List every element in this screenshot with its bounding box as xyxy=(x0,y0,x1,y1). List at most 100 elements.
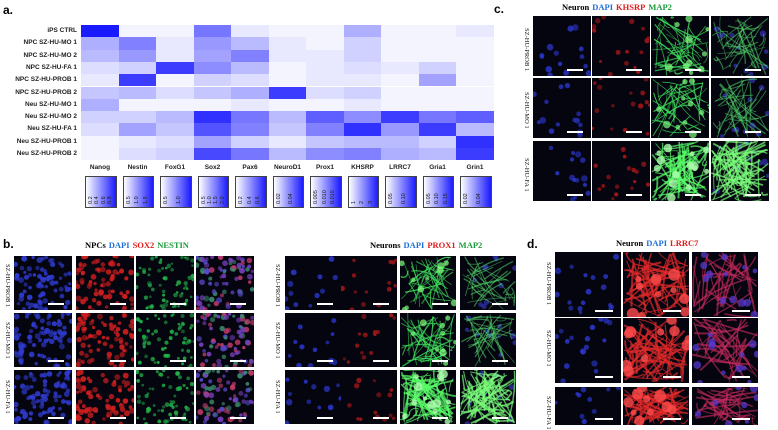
cell-spot xyxy=(569,336,574,341)
cell-spot xyxy=(568,306,573,311)
cell-spot xyxy=(613,254,619,260)
micrograph-texture xyxy=(623,252,689,317)
micrograph xyxy=(555,318,621,383)
cell-spot xyxy=(623,397,633,407)
cell-spot xyxy=(603,274,608,279)
cell-spot xyxy=(671,287,677,293)
micrograph-texture xyxy=(692,318,758,383)
cell-spot xyxy=(616,387,621,390)
cell-spot xyxy=(647,409,654,416)
cell-spot xyxy=(555,292,560,298)
cell-spot xyxy=(555,401,558,405)
scale-bar xyxy=(663,310,681,312)
cell-spot xyxy=(591,360,597,366)
cell-spot xyxy=(712,400,718,406)
row-label: SZ-HU-FA 1 xyxy=(545,396,552,430)
cell-spot xyxy=(555,268,561,274)
cell-spot xyxy=(708,342,716,350)
cell-spot xyxy=(607,320,613,326)
scale-bar xyxy=(732,310,750,312)
cell-spot xyxy=(741,402,747,408)
cell-spot xyxy=(742,265,747,270)
cell-spot xyxy=(565,339,570,344)
cell-spot xyxy=(654,390,666,402)
cell-spot xyxy=(587,397,592,402)
micrograph xyxy=(555,252,621,317)
cell-spot xyxy=(594,369,599,374)
scale-bar xyxy=(732,376,750,378)
cell-spot xyxy=(624,329,633,338)
cell-spot xyxy=(657,328,664,335)
cell-spot xyxy=(721,254,728,261)
cell-spot xyxy=(635,276,641,282)
cell-spot xyxy=(754,394,758,401)
neurite xyxy=(673,413,688,414)
cell-spot xyxy=(631,410,637,416)
cell-spot xyxy=(577,393,582,398)
cell-spot xyxy=(567,300,571,304)
title-part: Neuron xyxy=(616,238,643,248)
cell-spot xyxy=(700,262,707,269)
cell-spot xyxy=(679,294,689,304)
cell-spot xyxy=(579,311,583,315)
cell-spot xyxy=(577,306,582,311)
cell-spot xyxy=(555,334,559,339)
neurite xyxy=(681,419,688,424)
cell-spot xyxy=(583,273,587,277)
cell-spot xyxy=(708,332,713,337)
cell-spot xyxy=(650,274,661,285)
cell-spot xyxy=(721,370,726,375)
cell-spot xyxy=(623,366,634,377)
cell-spot xyxy=(643,395,650,402)
cell-spot xyxy=(636,283,643,290)
neurite xyxy=(686,404,688,406)
scale-bar xyxy=(595,310,613,312)
cell-spot xyxy=(695,411,701,417)
cell-spot xyxy=(602,338,606,342)
micrograph xyxy=(692,387,758,425)
cell-spot xyxy=(751,311,758,317)
micrograph xyxy=(692,318,758,383)
cell-spot xyxy=(581,301,586,306)
cell-spot xyxy=(736,387,742,390)
cell-spot xyxy=(749,340,757,348)
neurite xyxy=(652,380,658,381)
scale-bar xyxy=(595,376,613,378)
cell-spot xyxy=(740,352,745,357)
cell-spot xyxy=(692,344,699,351)
cell-spot xyxy=(680,307,689,317)
scale-bar xyxy=(663,376,681,378)
cell-spot xyxy=(669,326,680,337)
cell-spot xyxy=(750,387,758,393)
cell-spot xyxy=(598,318,604,322)
cell-spot xyxy=(668,269,680,281)
cell-spot xyxy=(729,296,736,303)
micrograph-texture xyxy=(692,252,758,317)
cell-spot xyxy=(682,340,689,351)
micrograph xyxy=(555,387,621,425)
micrograph-texture xyxy=(623,318,689,383)
cell-spot xyxy=(569,265,573,269)
scale-bar xyxy=(732,418,750,420)
cell-spot xyxy=(582,419,587,424)
cell-spot xyxy=(564,363,570,369)
cell-spot xyxy=(560,378,566,383)
cell-spot xyxy=(706,271,714,279)
cell-spot xyxy=(579,414,584,419)
cell-spot xyxy=(747,380,751,383)
scale-bar xyxy=(595,418,613,420)
cell-spot xyxy=(745,420,749,424)
cell-spot xyxy=(753,268,758,273)
row-label: SZ-HU-MO 1 xyxy=(545,330,552,367)
cell-spot xyxy=(754,351,758,358)
cell-spot xyxy=(655,291,661,297)
cell-spot xyxy=(580,348,586,354)
cell-spot xyxy=(697,380,702,383)
title-part: LRRC7 xyxy=(670,238,698,248)
cell-spot xyxy=(601,284,607,290)
title-part: DAPI xyxy=(646,238,667,248)
cell-spot xyxy=(606,387,610,391)
cell-spot xyxy=(586,289,592,295)
